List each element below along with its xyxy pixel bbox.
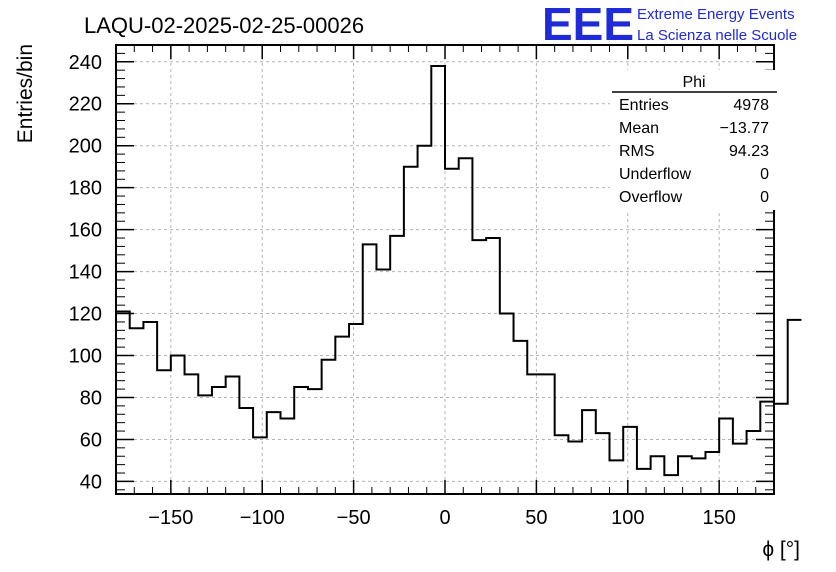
histogram-bin [253, 437, 267, 494]
histogram-bin [664, 475, 678, 494]
histogram-bin [198, 395, 212, 494]
histogram-bin [281, 418, 295, 494]
stats-label-rms: RMS [619, 143, 655, 160]
y-axis-label: Entries/bin [14, 44, 37, 143]
histogram-bin [472, 240, 486, 494]
histogram-bin [459, 158, 473, 494]
histogram-bin [692, 458, 706, 494]
stats-value-entries: 4978 [733, 97, 769, 114]
histogram-bin [404, 167, 418, 494]
y-tick-label: 120 [69, 304, 102, 326]
stats-label-entries: Entries [619, 97, 669, 114]
histogram-series [116, 64, 802, 495]
histogram-bin [390, 236, 404, 494]
histogram-bin [747, 431, 761, 494]
histogram-bin [226, 377, 240, 494]
histogram-bin [418, 146, 432, 494]
histogram-bin [582, 410, 596, 494]
histogram-bin [788, 320, 802, 494]
histogram-bin [637, 469, 651, 494]
histogram-bin [445, 169, 459, 494]
histogram-bin [185, 374, 199, 494]
stats-box-background [610, 70, 778, 210]
x-tick-label: 150 [702, 507, 735, 529]
x-tick-label: −100 [240, 507, 285, 529]
y-tick-label: 160 [69, 220, 102, 242]
histogram-bin [308, 389, 322, 494]
y-tick-label: 220 [69, 94, 102, 116]
histogram-bin [335, 337, 349, 494]
histogram-bin [568, 442, 582, 494]
histogram-bin [130, 328, 144, 494]
logo-line-2: La Scienza nelle Scuole [637, 27, 797, 44]
x-tick-label: 100 [611, 507, 644, 529]
x-tick-label: 0 [439, 507, 450, 529]
x-tick-label: −50 [337, 507, 371, 529]
histogram-bin [541, 374, 555, 494]
stats-label-overflow: Overflow [619, 189, 683, 206]
histogram-bin [143, 322, 157, 494]
histogram-bin [349, 324, 363, 494]
histogram-bin [555, 435, 569, 494]
stats-value-underflow: 0 [760, 166, 769, 183]
histogram-bin [212, 387, 226, 494]
stats-label-underflow: Underflow [619, 166, 691, 183]
chart-title: LAQU-02-2025-02-25-00026 [84, 13, 364, 38]
histogram-outline [116, 64, 802, 477]
x-tick-labels: −150 −100 −50 0 50 100 150 [148, 507, 736, 529]
histogram-bin [267, 412, 281, 494]
y-tick-label: 100 [69, 346, 102, 368]
histogram-bin [294, 387, 308, 494]
stats-value-overflow: 0 [760, 189, 769, 206]
histogram-bin [239, 408, 253, 494]
stats-title: Phi [682, 74, 705, 91]
x-axis-label: ϕ [°] [762, 538, 800, 561]
histogram-bin [500, 314, 514, 494]
x-tick-label: −150 [148, 507, 193, 529]
stats-label-mean: Mean [619, 120, 659, 137]
histogram-bin [678, 456, 692, 494]
histogram-bin [527, 374, 541, 494]
y-tick-label: 80 [80, 387, 102, 409]
y-tick-label: 240 [69, 52, 102, 74]
histogram-bin [363, 244, 377, 494]
y-tick-label: 40 [80, 471, 102, 493]
histogram-bin [705, 452, 719, 494]
y-tick-label: 200 [69, 136, 102, 158]
histogram-bin [651, 456, 665, 494]
histogram-bin [610, 460, 624, 494]
y-tick-label: 140 [69, 262, 102, 284]
y-tick-labels: 40 60 80 100 120 140 160 180 200 220 240 [69, 52, 102, 494]
histogram-bin [376, 270, 390, 495]
logo-mark: EEE [542, 0, 634, 50]
eee-logo: EEE Extreme Energy Events La Scienza nel… [542, 0, 797, 50]
stats-value-rms: 94.23 [729, 143, 769, 160]
histogram-bin [514, 341, 528, 494]
histogram-bin [157, 370, 171, 494]
histogram-bin [774, 404, 788, 494]
histogram-bin [322, 360, 336, 494]
histogram-bin [431, 66, 445, 494]
histogram-bin [623, 427, 637, 494]
stats-value-mean: −13.77 [720, 120, 769, 137]
histogram-bin [596, 433, 610, 494]
histogram-bin [486, 238, 500, 494]
histogram-bin [719, 418, 733, 494]
logo-line-1: Extreme Energy Events [637, 6, 795, 23]
stats-box: Phi Entries 4978 Mean −13.77 RMS 94.23 U… [610, 70, 778, 210]
x-tick-label: 50 [525, 507, 547, 529]
y-tick-label: 60 [80, 429, 102, 451]
y-tick-label: 180 [69, 178, 102, 200]
histogram-bin [733, 444, 747, 494]
histogram-bin [171, 356, 185, 494]
